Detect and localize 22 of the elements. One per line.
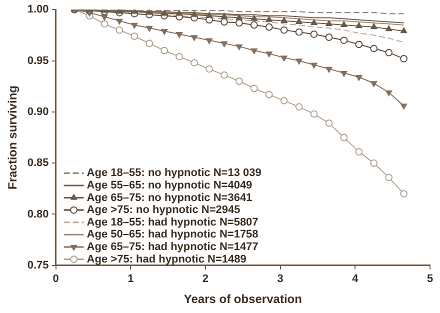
y-tick-label: 0.85 xyxy=(27,157,49,170)
y-tick-label: 0.90 xyxy=(27,106,49,118)
x-tick-label: 4 xyxy=(352,273,360,286)
x-tick-label: 3 xyxy=(277,273,284,286)
legend-label: Age 18–55: had hypnotic N=5807 xyxy=(86,216,258,228)
x-tick-label: 0 xyxy=(52,273,59,286)
y-tick-label: 1.00 xyxy=(27,4,49,16)
x-tick-label: 1 xyxy=(128,273,134,286)
y-tick-label: 0.95 xyxy=(27,54,49,67)
y-tick-label: 0.75 xyxy=(27,259,49,272)
legend-label: Age 65–75: had hypnotic N=1477 xyxy=(86,240,258,253)
legend-label: Age 50–65: had hypnotic N=1758 xyxy=(86,228,258,241)
legend-label: Age >75: no hypnotic N=2945 xyxy=(86,204,240,216)
legend-label: Age 65–75: no hypnotic N=3641 xyxy=(86,192,252,204)
x-tick-label: 2 xyxy=(202,273,209,286)
legend-label: Age >75: had hypnotic N=1489 xyxy=(86,253,246,266)
x-axis-title: Years of observation xyxy=(184,292,302,306)
x-tick-label: 5 xyxy=(426,273,434,286)
legend-label: Age 55–65: no hypnotic N=4049 xyxy=(86,179,252,192)
y-tick-label: 0.80 xyxy=(27,208,49,220)
y-axis-title: Fraction surviving xyxy=(6,85,20,190)
legend-label: Age 18–55: no hypnotic N=13 039 xyxy=(86,167,262,180)
